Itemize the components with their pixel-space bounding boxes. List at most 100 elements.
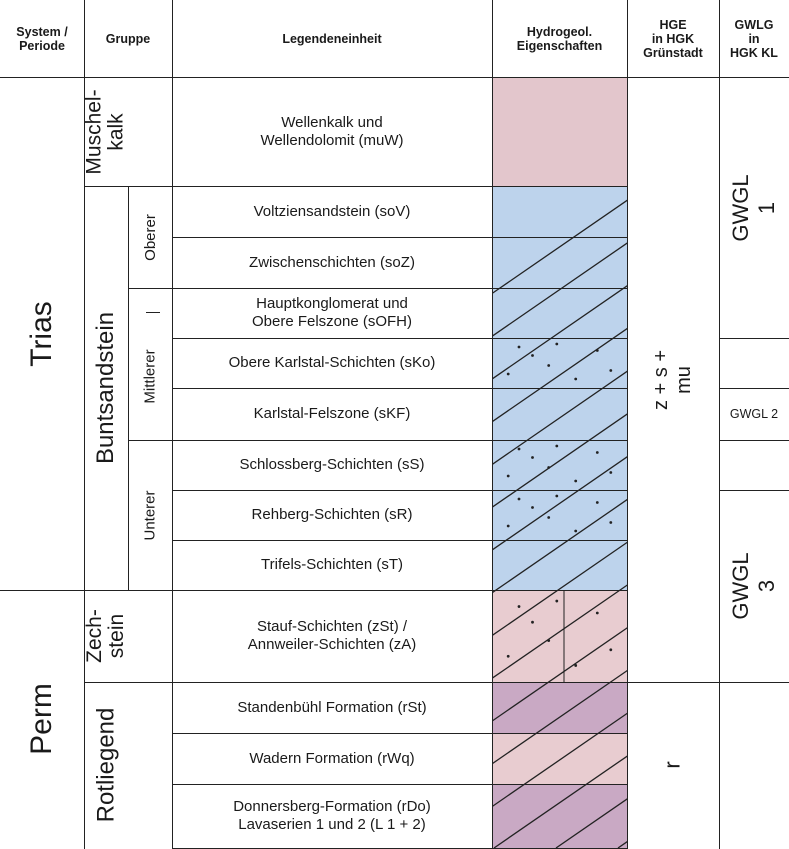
hydro-dot (531, 354, 534, 357)
grid-line (719, 0, 720, 849)
grid-line (172, 440, 627, 441)
grid-line (719, 682, 789, 683)
header-hge: HGE in HGK Grünstadt (643, 17, 703, 60)
hge-upper: z + s + mu (650, 349, 695, 411)
grid-line (492, 0, 493, 849)
hydro-swatch (492, 540, 627, 590)
hydro-dot (547, 639, 551, 642)
hydro-dot (517, 497, 521, 501)
hatch-line (492, 370, 627, 466)
hatch-lines (492, 199, 627, 848)
grid-line (128, 186, 129, 590)
hydro-dot (609, 648, 613, 652)
hydro-dot (506, 524, 510, 528)
group-rotliegend: Rotliegend (92, 707, 119, 823)
grid-line (627, 0, 628, 849)
hydro-dot (595, 451, 599, 454)
hydro-dot (555, 444, 559, 448)
grid-line (719, 338, 789, 339)
hydro-dot (547, 466, 551, 469)
hydro-dot (555, 599, 559, 603)
legend-unit: Obere Karlstal-Schichten (sKo) (228, 354, 436, 371)
subgroup-oberer: Oberer (141, 213, 159, 261)
legend-unit: Schlossberg-Schichten (sS) (239, 456, 425, 473)
subgroup-mittlerer: Mittlerer (141, 348, 159, 404)
hydro-swatch (492, 78, 627, 186)
gwgl-2: GWGL 2 (729, 407, 779, 421)
hydro-dot (506, 474, 510, 478)
hydro-swatch (492, 590, 627, 682)
grid-line (172, 784, 627, 785)
grid-line (172, 237, 627, 238)
hydro-dot (574, 529, 578, 533)
legend-unit: Donnersberg-Formation (rDo) Lavaserien 1… (233, 798, 431, 833)
subgroup-unterer: Unterer (141, 489, 159, 541)
legend-unit: Standenbühl Formation (rSt) (237, 698, 427, 716)
hatch-line (492, 669, 627, 765)
grid-line (146, 312, 160, 313)
header-gruppe: Gruppe (105, 31, 151, 46)
header-system: System / Periode (16, 24, 68, 53)
hydro-dot (547, 516, 551, 519)
hydro-swatch (492, 388, 627, 440)
hydro-dot (517, 605, 521, 608)
legend-unit: Voltziensandstein (soV) (253, 202, 411, 220)
grid-line (0, 590, 84, 591)
group-muschelkalk: Muschel- kalk (83, 89, 129, 175)
legend-unit: Hauptkonglomerat und Obere Felszone (sOF… (251, 295, 413, 330)
grid-line (627, 682, 719, 683)
system-trias: Trias (25, 301, 58, 367)
hge-lower: r (659, 761, 685, 769)
hydro-swatch (492, 490, 627, 540)
hydro-swatch (492, 440, 627, 490)
group-zechstein: Zech- stein (83, 609, 128, 663)
hydro-dot (506, 372, 510, 376)
grid-line (172, 682, 627, 683)
hydro-dot (555, 494, 559, 498)
hydro-dot (574, 664, 578, 667)
hatch-line (492, 712, 627, 808)
hydro-dot (609, 369, 613, 372)
hydro-dot (531, 506, 534, 509)
hydro-swatch (492, 237, 627, 288)
hatch-line (492, 413, 627, 509)
grid-line (172, 490, 627, 491)
grid-line (0, 77, 789, 78)
legend-unit: Karlstal-Felszone (sKF) (253, 405, 411, 422)
grid-line (719, 490, 789, 491)
grid-line (172, 540, 627, 541)
hydro-swatch (492, 784, 627, 848)
grid-line (128, 288, 172, 289)
legend-unit: Rehberg-Schichten (sR) (251, 506, 413, 523)
hydro-dot (595, 501, 599, 504)
hydro-dot (574, 377, 578, 381)
hydro-dot (547, 364, 551, 367)
grid-line (128, 440, 172, 441)
hydro-dot (517, 345, 521, 349)
hydro-dot (517, 447, 521, 451)
hatch-line (492, 627, 627, 722)
header-gwlg: GWLG in HGK KL (730, 17, 778, 60)
hydro-swatch (492, 733, 627, 784)
grid-line (719, 388, 789, 389)
hydro-dot (595, 349, 599, 352)
grid-line (172, 590, 627, 591)
grid-line (84, 590, 172, 591)
legend-unit: Trifels-Schichten (sT) (261, 556, 403, 573)
grid-line (172, 338, 627, 339)
hydro-swatch (492, 682, 627, 733)
grid-line (84, 0, 85, 849)
hatch-line (492, 456, 627, 551)
hydro-dot (531, 456, 534, 459)
grid-line (172, 288, 627, 289)
hydro-dot (595, 611, 599, 615)
hatch-line (492, 199, 627, 295)
gwgl-1: GWGL 1 (728, 174, 779, 242)
grid-line (172, 733, 627, 734)
grid-line (172, 388, 627, 389)
header-legend: Legendeneinheit (282, 31, 382, 46)
grid-line (172, 186, 627, 187)
hydro-dot (609, 471, 613, 474)
grid-line (172, 0, 173, 849)
